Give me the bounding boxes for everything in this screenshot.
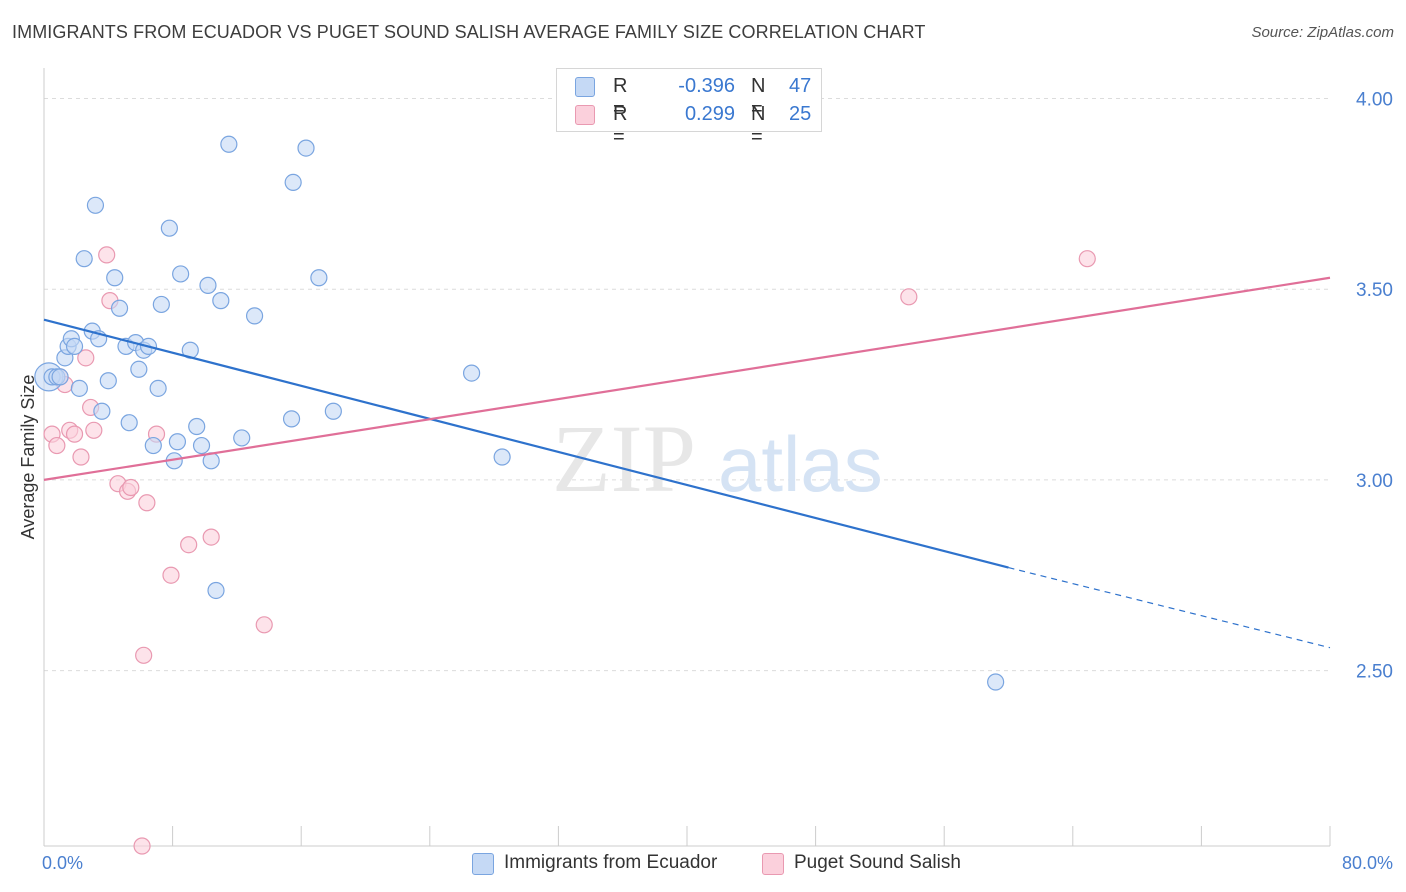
watermark-zip: ZIP (552, 405, 696, 512)
point-puget-sound-salish (202, 528, 220, 546)
point-ecuador (192, 436, 211, 455)
trend-line-ecuador-extrapolated (1008, 567, 1331, 649)
y-tick-label: 3.50 (1356, 280, 1393, 301)
bottom-legend-label-ecuador: Immigrants from Ecuador (504, 852, 718, 873)
point-ecuador (93, 402, 111, 420)
y-tick-label: 3.00 (1356, 471, 1393, 492)
point-ecuador (99, 372, 117, 390)
legend-n-value: 25 (789, 103, 812, 125)
legend-r-value: 0.299 (684, 103, 735, 125)
point-puget-sound-salish (1078, 250, 1096, 268)
point-ecuador (51, 368, 69, 386)
legend-n-label: N = (751, 103, 766, 148)
bottom-legend-label-puget: Puget Sound Salish (794, 852, 961, 873)
series-ecuador-points (34, 135, 1005, 691)
point-ecuador (160, 219, 178, 237)
point-puget-sound-salish (122, 478, 140, 497)
point-ecuador (233, 429, 251, 447)
point-ecuador (462, 364, 481, 382)
point-ecuador (110, 299, 129, 317)
point-ecuador (324, 402, 342, 420)
point-ecuador (120, 414, 138, 432)
point-puget-sound-salish (65, 425, 84, 443)
trend-line-puget-sound-salish (43, 276, 1331, 481)
point-puget-sound-salish (162, 566, 180, 584)
y-tick-label: 4.00 (1356, 90, 1393, 111)
point-puget-sound-salish (85, 421, 103, 439)
point-ecuador (207, 581, 225, 600)
point-puget-sound-salish (255, 616, 273, 634)
point-ecuador (310, 269, 328, 287)
point-ecuador (172, 265, 190, 283)
point-puget-sound-salish (72, 448, 90, 466)
point-ecuador (65, 337, 84, 356)
trend-line-ecuador (43, 318, 1009, 569)
y-tick-label: 2.50 (1356, 662, 1393, 683)
point-puget-sound-salish (48, 436, 66, 455)
point-puget-sound-salish (138, 494, 156, 512)
point-puget-sound-salish (133, 837, 151, 855)
point-ecuador (188, 417, 206, 436)
point-ecuador (130, 360, 148, 378)
watermark: ZIP atlas (552, 405, 883, 512)
point-puget-sound-salish (135, 646, 153, 664)
source-credit: Source: ZipAtlas.com (1251, 24, 1394, 41)
legend-swatch-ecuador (575, 77, 595, 97)
correlation-legend: R = -0.396 N = 47 R = 0.299 N = 25 (556, 68, 822, 148)
point-ecuador (199, 276, 217, 294)
point-ecuador (86, 196, 105, 214)
point-puget-sound-salish (180, 536, 198, 554)
trend-lines (43, 276, 1331, 649)
gridlines (44, 98, 1330, 672)
point-ecuador (168, 433, 187, 451)
point-ecuador (70, 379, 88, 397)
point-ecuador (987, 673, 1005, 691)
x-tick-label-min: 0.0% (42, 853, 83, 873)
point-puget-sound-salish (98, 246, 116, 264)
y-axis-tick-labels: 2.50 3.00 3.50 4.00 (1356, 90, 1393, 683)
point-ecuador (282, 410, 301, 428)
point-ecuador (493, 448, 511, 466)
point-ecuador (144, 436, 162, 455)
x-axis-ticks (172, 826, 1331, 846)
point-ecuador (245, 307, 264, 325)
point-ecuador (220, 135, 238, 153)
point-puget-sound-salish (77, 349, 95, 367)
point-ecuador (75, 250, 93, 268)
point-ecuador (152, 295, 170, 314)
watermark-atlas: atlas (718, 420, 883, 508)
chart-title: IMMIGRANTS FROM ECUADOR VS PUGET SOUND S… (12, 22, 926, 42)
legend-r-label: R = (613, 103, 628, 148)
point-ecuador (212, 292, 230, 310)
bottom-legend-swatch-ecuador (472, 853, 494, 875)
point-puget-sound-salish (900, 288, 918, 306)
point-ecuador (297, 139, 315, 157)
legend-n-label: N = (751, 75, 766, 120)
legend-n-value: 47 (789, 75, 812, 97)
bottom-legend-swatch-puget (762, 853, 784, 875)
legend-swatch-puget (575, 105, 595, 125)
legend-r-value: -0.396 (678, 75, 735, 97)
y-axis-label: Average Family Size (18, 375, 38, 540)
x-tick-label-max: 80.0% (1342, 853, 1393, 873)
point-ecuador (106, 269, 124, 287)
point-ecuador (149, 379, 167, 397)
point-ecuador (284, 173, 302, 192)
legend-r-label: R = (613, 75, 628, 120)
